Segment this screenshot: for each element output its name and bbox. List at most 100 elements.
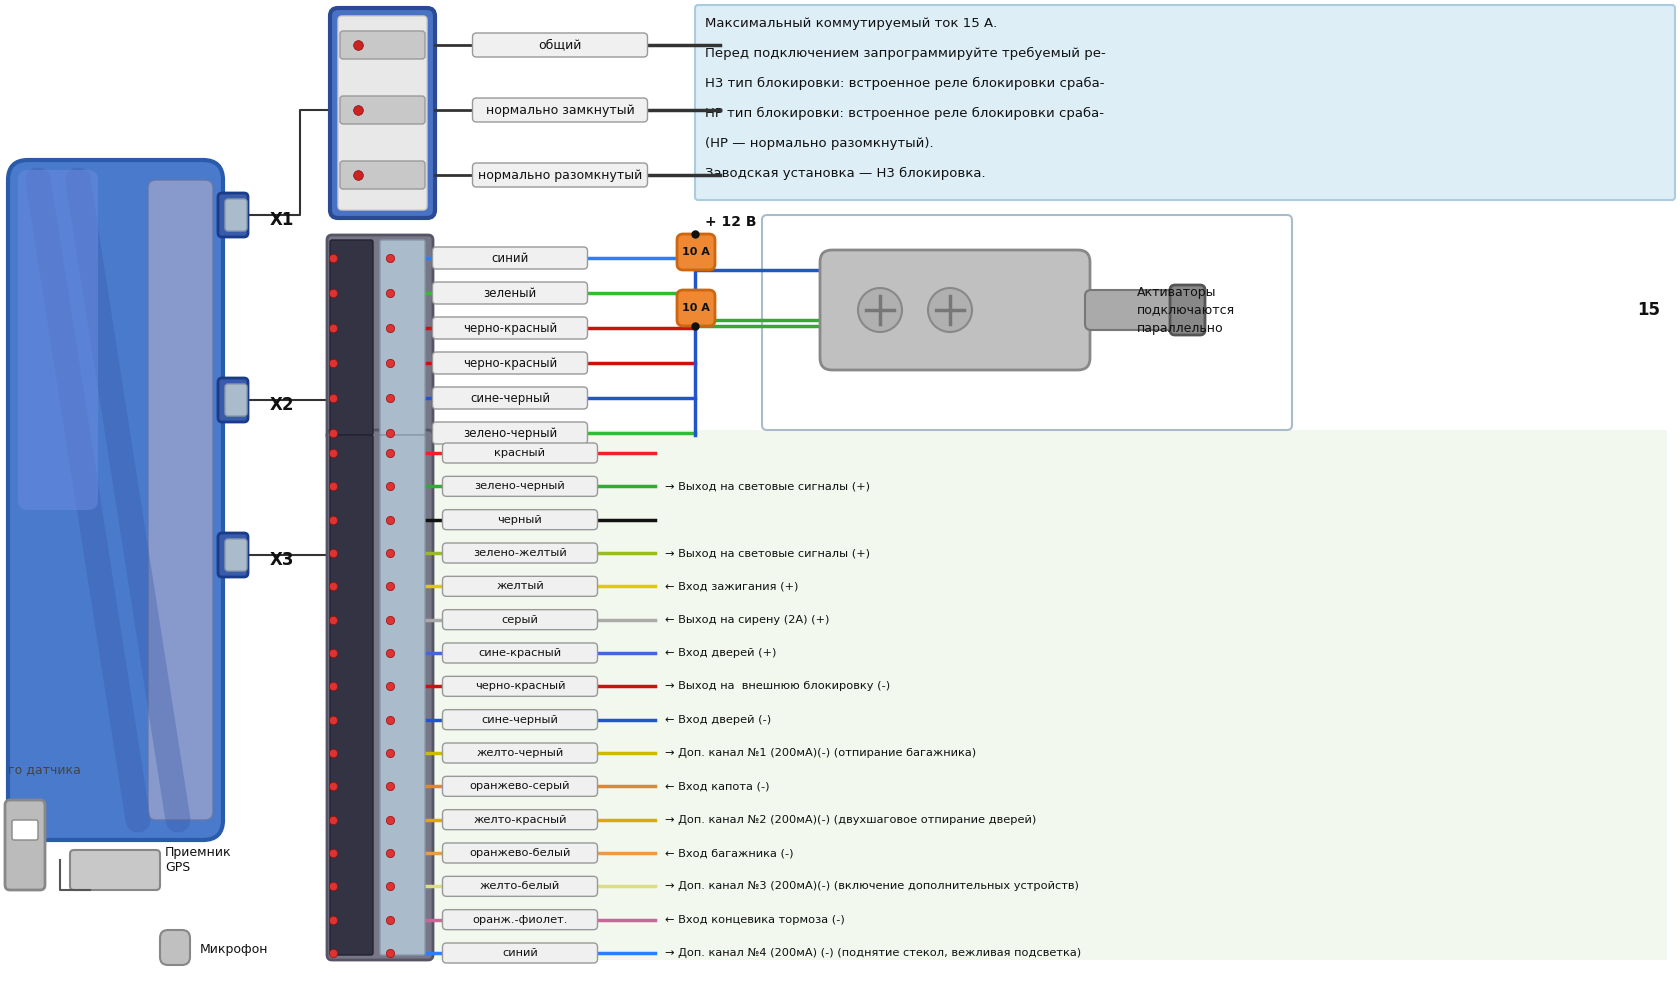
- FancyBboxPatch shape: [18, 170, 97, 510]
- FancyBboxPatch shape: [694, 5, 1673, 200]
- Text: ← Вход дверей (+): ← Вход дверей (+): [665, 648, 776, 658]
- Text: → Выход на световые сигналы (+): → Выход на световые сигналы (+): [665, 548, 870, 558]
- FancyBboxPatch shape: [328, 430, 433, 960]
- Text: ← Вход багажника (-): ← Вход багажника (-): [665, 848, 793, 858]
- Text: оранжево-белый: оранжево-белый: [469, 848, 570, 858]
- FancyBboxPatch shape: [339, 96, 425, 124]
- FancyBboxPatch shape: [328, 430, 1667, 960]
- Text: сине-черный: сине-черный: [480, 714, 558, 724]
- FancyBboxPatch shape: [218, 193, 249, 237]
- FancyBboxPatch shape: [432, 352, 586, 374]
- Circle shape: [857, 288, 902, 332]
- Text: → Доп. канал №2 (200мА)(-) (двухшаговое отпирание дверей): → Доп. канал №2 (200мА)(-) (двухшаговое …: [665, 815, 1035, 825]
- FancyBboxPatch shape: [225, 199, 247, 231]
- FancyBboxPatch shape: [218, 533, 249, 577]
- Text: (НР — нормально разомкнутый).: (НР — нормально разомкнутый).: [704, 137, 932, 150]
- FancyBboxPatch shape: [472, 163, 647, 187]
- FancyBboxPatch shape: [225, 539, 247, 571]
- Text: нормально разомкнутый: нормально разомкнутый: [477, 168, 642, 181]
- FancyBboxPatch shape: [442, 743, 596, 763]
- FancyBboxPatch shape: [328, 235, 433, 440]
- FancyBboxPatch shape: [442, 543, 596, 563]
- Text: 10 А: 10 А: [682, 247, 709, 257]
- Text: оранж.-фиолет.: оранж.-фиолет.: [472, 914, 568, 925]
- Text: нормально замкнутый: нормально замкнутый: [486, 104, 633, 117]
- FancyBboxPatch shape: [442, 443, 596, 463]
- FancyBboxPatch shape: [339, 161, 425, 189]
- Text: желто-белый: желто-белый: [479, 881, 559, 891]
- FancyBboxPatch shape: [432, 422, 586, 444]
- Text: Перед подключением запрограммируйте требуемый ре-: Перед подключением запрограммируйте треб…: [704, 46, 1105, 59]
- Text: → Доп. канал №4 (200мА) (-) (поднятие стекол, вежливая подсветка): → Доп. канал №4 (200мА) (-) (поднятие ст…: [665, 948, 1080, 958]
- Text: ← Вход дверей (-): ← Вход дверей (-): [665, 714, 771, 724]
- Text: Н3 тип блокировки: встроенное реле блокировки сраба-: Н3 тип блокировки: встроенное реле блоки…: [704, 76, 1104, 90]
- Text: общий: общий: [538, 38, 581, 51]
- Text: сине-черный: сине-черный: [470, 391, 549, 404]
- FancyBboxPatch shape: [12, 820, 39, 840]
- Text: зеленый: зеленый: [484, 287, 536, 300]
- Text: + 12 В: + 12 В: [704, 215, 756, 229]
- FancyBboxPatch shape: [442, 610, 596, 630]
- Text: желто-черный: желто-черный: [475, 748, 563, 758]
- FancyBboxPatch shape: [71, 850, 160, 890]
- Text: Активаторы
подключаются
параллельно: Активаторы подключаются параллельно: [1136, 286, 1235, 335]
- FancyBboxPatch shape: [820, 250, 1089, 370]
- FancyBboxPatch shape: [432, 387, 586, 409]
- FancyBboxPatch shape: [442, 810, 596, 830]
- FancyBboxPatch shape: [442, 643, 596, 663]
- Text: желто-красный: желто-красный: [474, 815, 566, 825]
- Text: ← Вход зажигания (+): ← Вход зажигания (+): [665, 581, 798, 592]
- Text: Приемник
GPS: Приемник GPS: [165, 846, 232, 874]
- Text: зелено-желтый: зелено-желтый: [472, 548, 566, 558]
- FancyBboxPatch shape: [160, 930, 190, 965]
- FancyBboxPatch shape: [677, 290, 714, 326]
- Text: черный: черный: [497, 515, 543, 525]
- FancyBboxPatch shape: [380, 240, 425, 435]
- Circle shape: [927, 288, 971, 332]
- Text: ← Вход концевика тормоза (-): ← Вход концевика тормоза (-): [665, 914, 845, 925]
- Text: желтый: желтый: [496, 581, 544, 592]
- Text: Максимальный коммутируемый ток 15 А.: Максимальный коммутируемый ток 15 А.: [704, 16, 996, 29]
- FancyBboxPatch shape: [442, 777, 596, 797]
- Text: НР тип блокировки: встроенное реле блокировки сраба-: НР тип блокировки: встроенное реле блоки…: [704, 107, 1104, 120]
- Text: синий: синий: [502, 948, 538, 958]
- Text: красный: красный: [494, 448, 546, 458]
- FancyBboxPatch shape: [225, 384, 247, 416]
- FancyBboxPatch shape: [432, 282, 586, 304]
- Text: синий: синий: [491, 252, 529, 265]
- Text: 10 А: 10 А: [682, 303, 709, 313]
- FancyBboxPatch shape: [442, 709, 596, 729]
- Text: черно-красный: черно-красный: [462, 322, 556, 335]
- FancyBboxPatch shape: [677, 234, 714, 270]
- Text: черно-красный: черно-красный: [474, 681, 564, 691]
- Text: ← Выход на сирену (2А) (+): ← Выход на сирену (2А) (+): [665, 615, 828, 625]
- Text: → Выход на световые сигналы (+): → Выход на световые сигналы (+): [665, 481, 870, 491]
- FancyBboxPatch shape: [432, 317, 586, 339]
- FancyBboxPatch shape: [380, 435, 425, 955]
- FancyBboxPatch shape: [1169, 285, 1205, 335]
- FancyBboxPatch shape: [432, 247, 586, 269]
- FancyBboxPatch shape: [329, 435, 373, 955]
- FancyBboxPatch shape: [442, 476, 596, 496]
- Text: черно-красный: черно-красный: [462, 356, 556, 369]
- Text: оранжево-серый: оранжево-серый: [469, 782, 570, 792]
- FancyBboxPatch shape: [442, 943, 596, 963]
- FancyBboxPatch shape: [218, 378, 249, 422]
- Text: → Доп. канал №1 (200мА)(-) (отпирание багажника): → Доп. канал №1 (200мА)(-) (отпирание ба…: [665, 748, 976, 758]
- Text: X2: X2: [270, 396, 294, 414]
- Text: X3: X3: [270, 551, 294, 569]
- FancyBboxPatch shape: [8, 160, 223, 840]
- Text: зелено-черный: зелено-черный: [474, 481, 564, 491]
- FancyBboxPatch shape: [442, 576, 596, 597]
- FancyBboxPatch shape: [329, 240, 373, 435]
- Text: Заводская установка — Н3 блокировка.: Заводская установка — Н3 блокировка.: [704, 166, 984, 179]
- FancyBboxPatch shape: [472, 33, 647, 57]
- FancyBboxPatch shape: [329, 8, 435, 218]
- FancyBboxPatch shape: [442, 909, 596, 930]
- Text: X1: X1: [270, 211, 294, 229]
- Text: зелено-черный: зелено-черный: [462, 427, 556, 440]
- Text: сине-красный: сине-красный: [479, 648, 561, 658]
- FancyBboxPatch shape: [472, 98, 647, 122]
- Text: серый: серый: [501, 615, 538, 625]
- FancyBboxPatch shape: [339, 31, 425, 59]
